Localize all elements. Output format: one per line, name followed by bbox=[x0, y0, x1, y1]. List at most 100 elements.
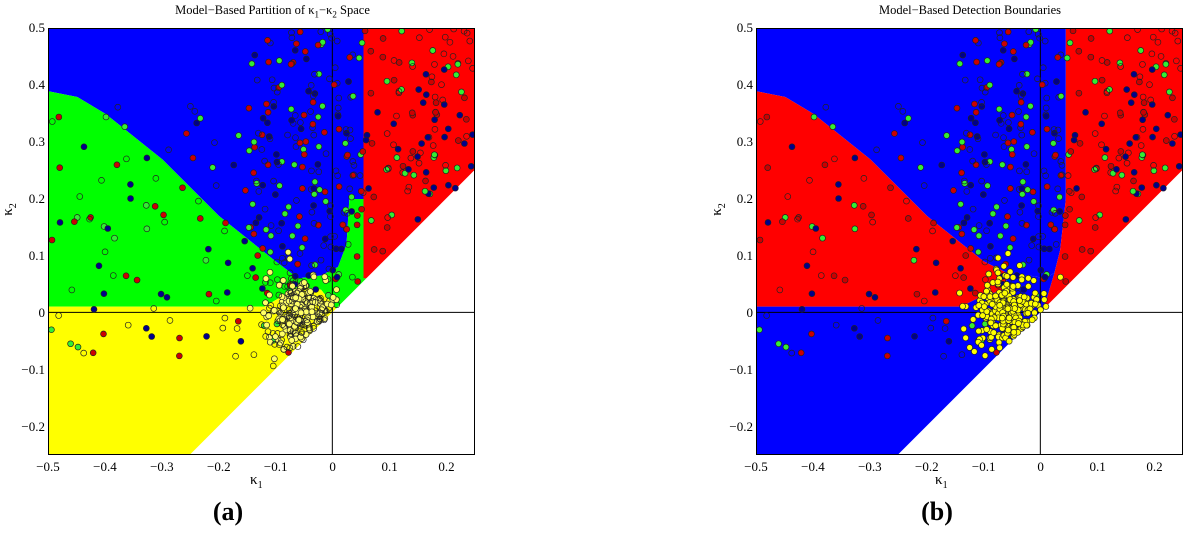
data-point bbox=[319, 102, 326, 110]
data-point bbox=[270, 84, 278, 92]
data-point bbox=[899, 108, 907, 115]
data-point bbox=[779, 218, 786, 226]
data-point bbox=[1098, 76, 1106, 84]
data-point bbox=[399, 162, 407, 170]
data-point bbox=[806, 177, 813, 184]
data-point bbox=[958, 351, 966, 358]
data-point bbox=[975, 327, 982, 335]
data-point bbox=[258, 131, 266, 139]
data-point bbox=[757, 236, 764, 244]
data-point bbox=[1030, 150, 1038, 157]
data-point bbox=[273, 88, 281, 96]
data-point bbox=[953, 104, 961, 112]
data-point bbox=[1153, 181, 1160, 189]
data-point bbox=[332, 167, 340, 175]
data-point bbox=[320, 242, 327, 249]
data-point bbox=[398, 29, 405, 35]
data-point bbox=[835, 195, 842, 202]
data-point bbox=[1067, 148, 1075, 155]
data-point bbox=[287, 289, 295, 297]
data-point bbox=[166, 317, 174, 324]
data-point bbox=[429, 142, 437, 149]
data-point bbox=[431, 61, 438, 68]
data-point bbox=[958, 138, 966, 146]
y-tick-label: 0.1 bbox=[28, 247, 45, 263]
data-point bbox=[308, 167, 315, 175]
data-point bbox=[835, 181, 842, 188]
data-point bbox=[342, 126, 350, 133]
data-point bbox=[463, 133, 470, 140]
data-point bbox=[286, 344, 294, 352]
data-point bbox=[1050, 126, 1058, 133]
data-point bbox=[80, 349, 87, 357]
data-point bbox=[445, 181, 452, 189]
data-point bbox=[143, 225, 151, 233]
data-point bbox=[298, 244, 306, 251]
data-point bbox=[428, 78, 435, 86]
data-point bbox=[270, 307, 278, 314]
data-point bbox=[458, 88, 465, 96]
data-point bbox=[440, 50, 448, 58]
data-point bbox=[56, 164, 64, 171]
data-point bbox=[938, 161, 946, 169]
data-point bbox=[1040, 167, 1048, 175]
data-point bbox=[327, 202, 334, 210]
blue-upper-region bbox=[757, 29, 1066, 279]
data-point bbox=[310, 273, 318, 281]
data-point bbox=[968, 322, 976, 329]
data-point bbox=[275, 161, 282, 168]
data-point bbox=[368, 140, 376, 147]
data-point bbox=[1052, 241, 1060, 248]
data-point bbox=[994, 254, 1002, 262]
subscript: 1 bbox=[942, 480, 948, 491]
data-point bbox=[221, 227, 228, 235]
data-point bbox=[972, 109, 980, 116]
data-point bbox=[1070, 136, 1078, 144]
data-point bbox=[1043, 125, 1051, 133]
data-point bbox=[931, 289, 939, 296]
data-point bbox=[264, 109, 272, 116]
data-point bbox=[278, 81, 286, 89]
data-point bbox=[986, 219, 993, 227]
data-point bbox=[1139, 126, 1147, 133]
data-point bbox=[1013, 87, 1020, 95]
data-point bbox=[1003, 281, 1011, 288]
data-point bbox=[1132, 134, 1140, 141]
x-tick-label: −0.4 bbox=[93, 459, 117, 474]
data-point bbox=[972, 37, 979, 44]
data-point bbox=[810, 113, 818, 121]
data-point bbox=[1041, 273, 1049, 281]
data-point bbox=[981, 352, 989, 359]
data-point bbox=[851, 324, 858, 332]
y-tick-label: −0.2 bbox=[21, 418, 45, 434]
data-point bbox=[1082, 109, 1089, 116]
data-point bbox=[196, 215, 204, 222]
data-point bbox=[1064, 172, 1072, 179]
data-point bbox=[262, 299, 269, 306]
data-point bbox=[1042, 104, 1050, 112]
data-point bbox=[330, 81, 338, 88]
data-point bbox=[1055, 135, 1062, 142]
dash: − bbox=[319, 3, 327, 17]
data-point bbox=[972, 161, 980, 169]
data-point bbox=[342, 206, 349, 214]
data-point bbox=[1005, 125, 1013, 133]
data-point bbox=[279, 277, 287, 284]
data-point bbox=[80, 143, 88, 151]
data-point bbox=[252, 274, 259, 281]
data-point bbox=[314, 113, 322, 121]
data-point bbox=[913, 290, 921, 298]
data-point bbox=[1140, 108, 1147, 116]
data-point bbox=[967, 245, 974, 252]
data-point bbox=[253, 180, 260, 187]
red-left-region bbox=[757, 91, 1007, 307]
data-point bbox=[1008, 111, 1016, 119]
data-point bbox=[250, 351, 258, 358]
data-point bbox=[100, 290, 108, 297]
data-point bbox=[234, 317, 242, 325]
data-point bbox=[326, 207, 334, 215]
data-point bbox=[1009, 151, 1016, 158]
data-point bbox=[1004, 305, 1012, 313]
data-point bbox=[1139, 61, 1146, 68]
kappa-symbol: κ bbox=[326, 3, 333, 17]
